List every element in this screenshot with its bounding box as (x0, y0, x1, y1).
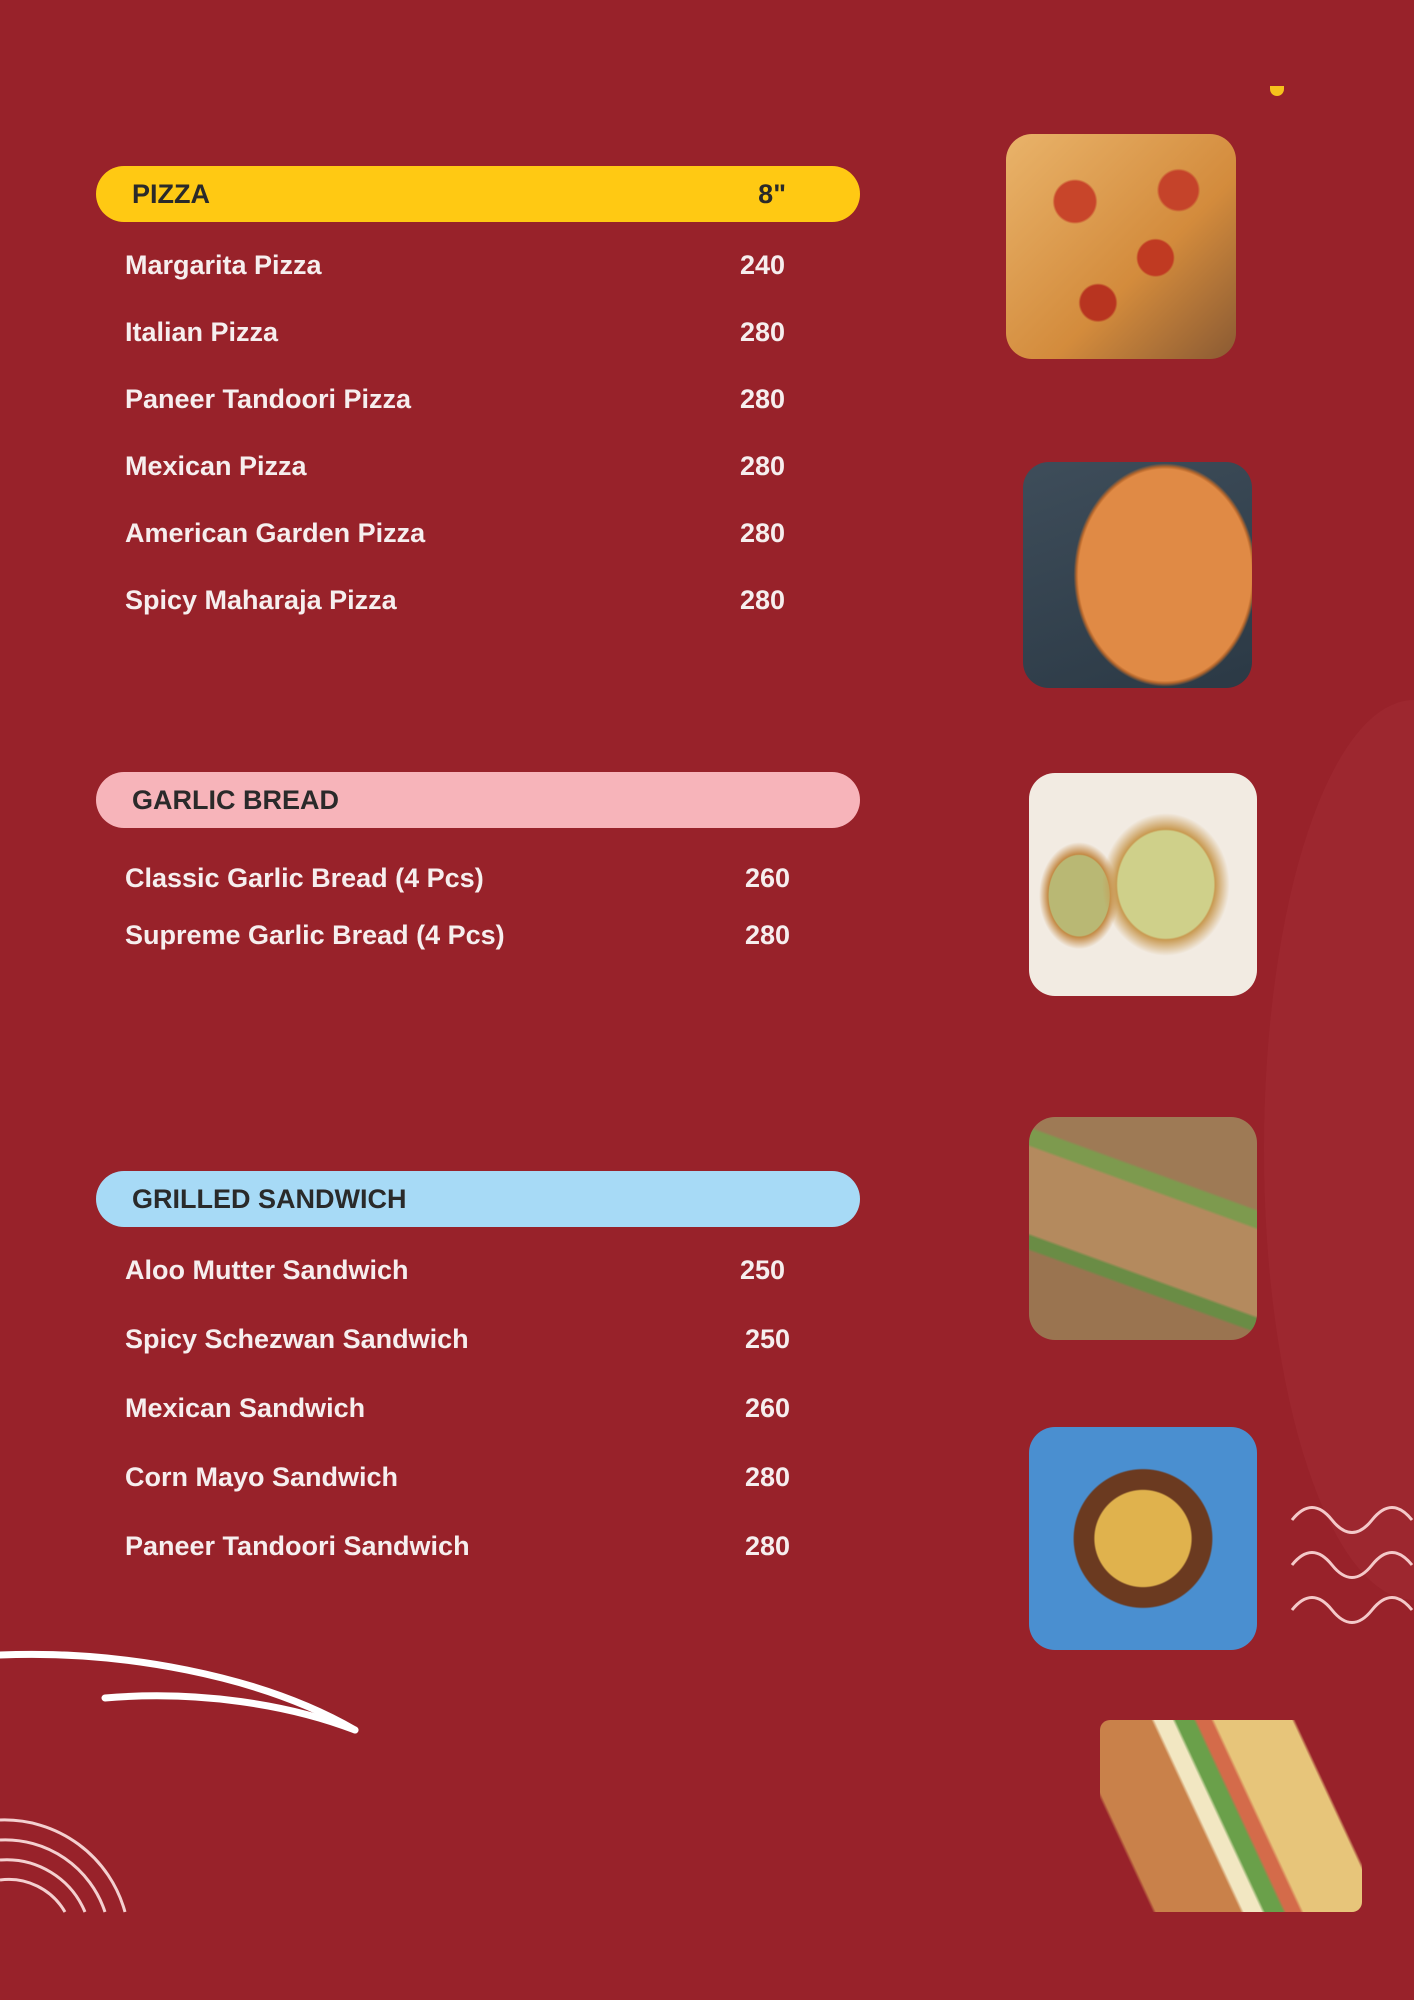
section-header-grilled-sandwich: GRILLED SANDWICH (96, 1171, 860, 1227)
item-name: Supreme Garlic Bread (4 Pcs) (125, 920, 505, 950)
decorative-dot (1270, 86, 1284, 96)
menu-item: American Garden Pizza 280 (125, 518, 785, 549)
section-header-pizza: PIZZA 8" (96, 166, 860, 222)
swoosh-decoration (101, 1692, 359, 1734)
section-title: GRILLED SANDWICH (132, 1183, 407, 1214)
item-name: Spicy Maharaja Pizza (125, 585, 397, 615)
item-name: Spicy Schezwan Sandwich (125, 1324, 469, 1354)
item-price: 260 (744, 863, 790, 893)
section-header-garlic-bread: GARLIC BREAD (96, 772, 860, 828)
item-price: 250 (739, 1255, 785, 1285)
item-name: Paneer Tandoori Sandwich (125, 1531, 470, 1561)
menu-item: Paneer Tandoori Pizza 280 (125, 384, 785, 415)
item-name: Aloo Mutter Sandwich (125, 1255, 409, 1285)
item-name: Corn Mayo Sandwich (125, 1462, 399, 1492)
item-price: 280 (739, 451, 785, 481)
arc-decoration (0, 1818, 127, 1913)
wave-decoration (1290, 1506, 1414, 1624)
item-name: Italian Pizza (125, 317, 279, 347)
menu-item: Italian Pizza 280 (125, 317, 785, 348)
size-label: 8" (758, 178, 786, 209)
grilled-sandwich-photo (1029, 1117, 1257, 1340)
veg-pizza-photo (1023, 462, 1252, 688)
menu-item: Paneer Tandoori Sandwich 280 (125, 1531, 790, 1562)
item-name: American Garden Pizza (125, 518, 426, 548)
item-price: 280 (739, 384, 785, 414)
menu-item: Spicy Maharaja Pizza 280 (125, 585, 785, 616)
pepperoni-pizza-photo (1006, 134, 1236, 359)
menu-item: Classic Garlic Bread (4 Pcs) 260 (125, 863, 790, 894)
section-title: PIZZA (132, 178, 210, 209)
item-price: 280 (739, 518, 785, 548)
item-price: 280 (744, 920, 790, 950)
item-price: 280 (744, 1462, 790, 1492)
item-name: Paneer Tandoori Pizza (125, 384, 412, 414)
menu-item: Spicy Schezwan Sandwich 250 (125, 1324, 790, 1355)
item-name: Margarita Pizza (125, 250, 322, 280)
menu-item: Mexican Sandwich 260 (125, 1393, 790, 1424)
club-sandwich-illustration (1100, 1720, 1362, 1912)
menu-item: Mexican Pizza 280 (125, 451, 785, 482)
section-title: GARLIC BREAD (132, 784, 339, 815)
item-name: Mexican Sandwich (125, 1393, 366, 1423)
item-name: Mexican Pizza (125, 451, 307, 481)
menu-item: Corn Mayo Sandwich 280 (125, 1462, 790, 1493)
item-price: 250 (744, 1324, 790, 1354)
menu-item: Aloo Mutter Sandwich 250 (125, 1255, 785, 1286)
item-price: 280 (744, 1531, 790, 1561)
garlic-bread-photo (1029, 773, 1257, 996)
swoosh-decoration (0, 1650, 359, 1734)
item-name: Classic Garlic Bread (4 Pcs) (125, 863, 484, 893)
item-price: 280 (739, 585, 785, 615)
item-price: 280 (739, 317, 785, 347)
item-price: 260 (744, 1393, 790, 1423)
item-price: 240 (739, 250, 785, 280)
sandwich-bowl-photo (1029, 1427, 1257, 1650)
menu-item: Supreme Garlic Bread (4 Pcs) 280 (125, 920, 790, 951)
menu-item: Margarita Pizza 240 (125, 250, 785, 281)
